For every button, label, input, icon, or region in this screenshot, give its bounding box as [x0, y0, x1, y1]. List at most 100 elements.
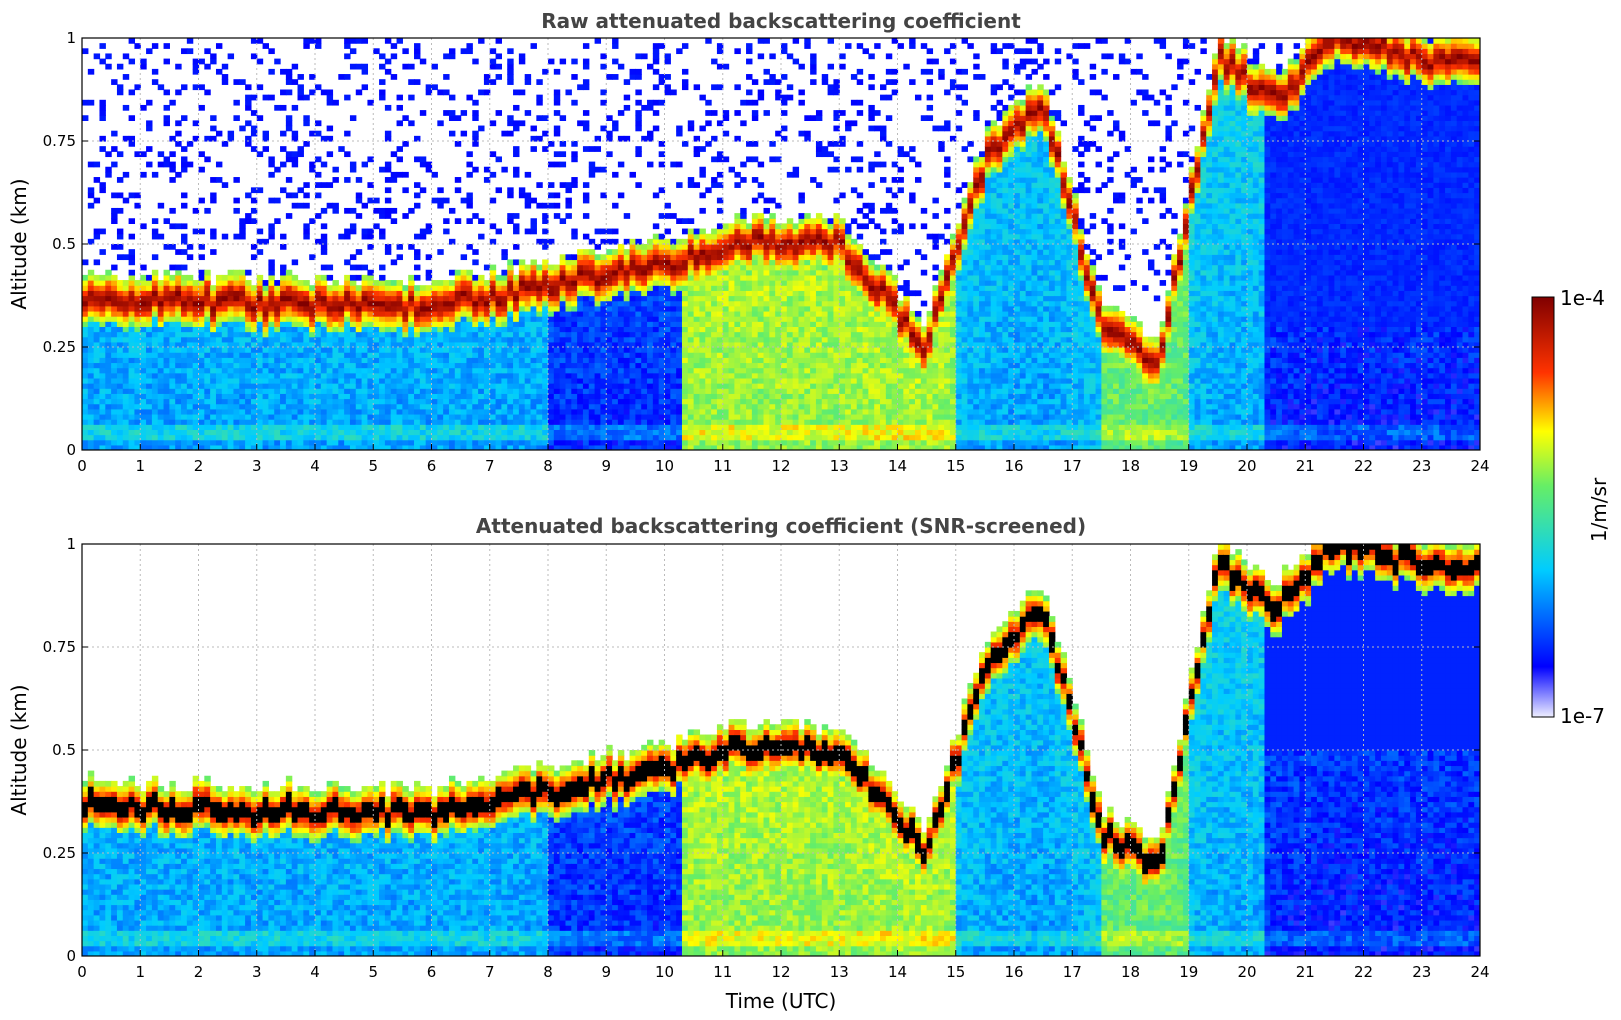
- heat-cell: [280, 305, 287, 312]
- heat-cell: [326, 408, 334, 415]
- heat-cell: [151, 383, 159, 389]
- heat-cell: [582, 398, 590, 405]
- heat-cell: [320, 305, 328, 312]
- heat-cell: [687, 120, 695, 127]
- heat-cell: [641, 347, 648, 353]
- heat-cell: [151, 429, 159, 436]
- heat-cell: [349, 419, 357, 425]
- heat-cell: [518, 393, 526, 400]
- heat-cell: [332, 403, 339, 410]
- heat-cell: [676, 336, 683, 343]
- heat-cell: [373, 372, 380, 379]
- heat-cell: [460, 341, 468, 348]
- heat-cell: [169, 177, 176, 183]
- heat-cell: [384, 372, 392, 379]
- heat-cell: [524, 357, 532, 364]
- heat-cell: [239, 388, 246, 394]
- heat-cell: [606, 347, 613, 353]
- heat-cell: [326, 310, 334, 317]
- heat-cell: [606, 74, 613, 80]
- heat-cell: [635, 352, 642, 358]
- heat-cell: [617, 249, 625, 255]
- heat-cell: [524, 295, 532, 302]
- heat-cell: [548, 434, 555, 441]
- heat-cell: [501, 166, 508, 173]
- heat-cell: [210, 424, 217, 430]
- heat-cell: [629, 413, 636, 420]
- heat-cell: [192, 429, 200, 436]
- heat-cell: [740, 393, 747, 400]
- heat-cell: [559, 367, 567, 374]
- heat-cell: [128, 254, 136, 261]
- heat-cell: [641, 274, 648, 281]
- heat-cell: [291, 377, 299, 384]
- heat-cell: [291, 316, 299, 322]
- heat-cell: [641, 295, 648, 302]
- heat-cell: [565, 336, 572, 343]
- heat-cell: [687, 352, 695, 358]
- heat-cell: [559, 115, 567, 121]
- heat-cell: [344, 403, 351, 410]
- heat-cell: [210, 115, 217, 121]
- heat-cell: [437, 300, 444, 307]
- heat-cell: [198, 84, 205, 91]
- heat-cell: [309, 300, 316, 307]
- heat-cell: [151, 300, 159, 307]
- heat-cell: [612, 326, 619, 333]
- heat-cell: [716, 259, 724, 266]
- heat-cell: [297, 383, 304, 389]
- heat-cell: [716, 352, 724, 358]
- heat-cell: [268, 413, 275, 420]
- heat-cell: [559, 377, 567, 384]
- heat-cell: [169, 336, 176, 343]
- heat-cell: [466, 429, 473, 436]
- heat-cell: [600, 331, 607, 338]
- heat-cell: [303, 367, 310, 374]
- heat-cell: [716, 244, 724, 250]
- heat-cell: [641, 424, 648, 430]
- heat-cell: [681, 419, 689, 425]
- heat-cell: [245, 429, 252, 436]
- heat-cell: [309, 429, 316, 436]
- heat-cell: [617, 424, 625, 430]
- heat-cell: [384, 244, 392, 250]
- heat-cell: [233, 357, 240, 364]
- heat-cell: [175, 341, 182, 348]
- heat-cell: [728, 259, 735, 266]
- heat-cell: [565, 259, 572, 266]
- heat-cell: [524, 352, 532, 358]
- heat-cell: [245, 341, 252, 348]
- heat-cell: [478, 398, 485, 405]
- heat-cell: [711, 238, 718, 245]
- heat-cell: [367, 285, 374, 291]
- heat-cell: [285, 192, 293, 199]
- heat-cell: [571, 403, 578, 410]
- heat-cell: [542, 146, 549, 152]
- heat-cell: [623, 362, 631, 369]
- heat-cell: [140, 413, 147, 420]
- heat-cell: [472, 213, 479, 219]
- heat-cell: [338, 347, 345, 353]
- heat-cell: [297, 434, 304, 441]
- heat-cell: [617, 254, 625, 261]
- heat-cell: [245, 347, 252, 353]
- heat-cell: [87, 341, 95, 348]
- heat-cell: [116, 352, 124, 358]
- heat-cell: [245, 135, 252, 142]
- heat-cell: [262, 336, 269, 343]
- heat-cell: [513, 429, 520, 436]
- heat-cell: [658, 187, 666, 194]
- heat-cell: [431, 336, 438, 343]
- heat-cell: [122, 285, 130, 291]
- heat-cell: [524, 321, 532, 327]
- heat-cell: [198, 393, 205, 400]
- heat-cell: [711, 135, 718, 142]
- heat-cell: [559, 274, 567, 281]
- heat-cell: [250, 130, 258, 137]
- heat-cell: [443, 372, 450, 379]
- heat-cell: [262, 290, 269, 297]
- heat-cell: [186, 295, 194, 302]
- heat-cell: [460, 290, 468, 297]
- heat-cell: [565, 444, 572, 450]
- heat-cell: [483, 403, 491, 410]
